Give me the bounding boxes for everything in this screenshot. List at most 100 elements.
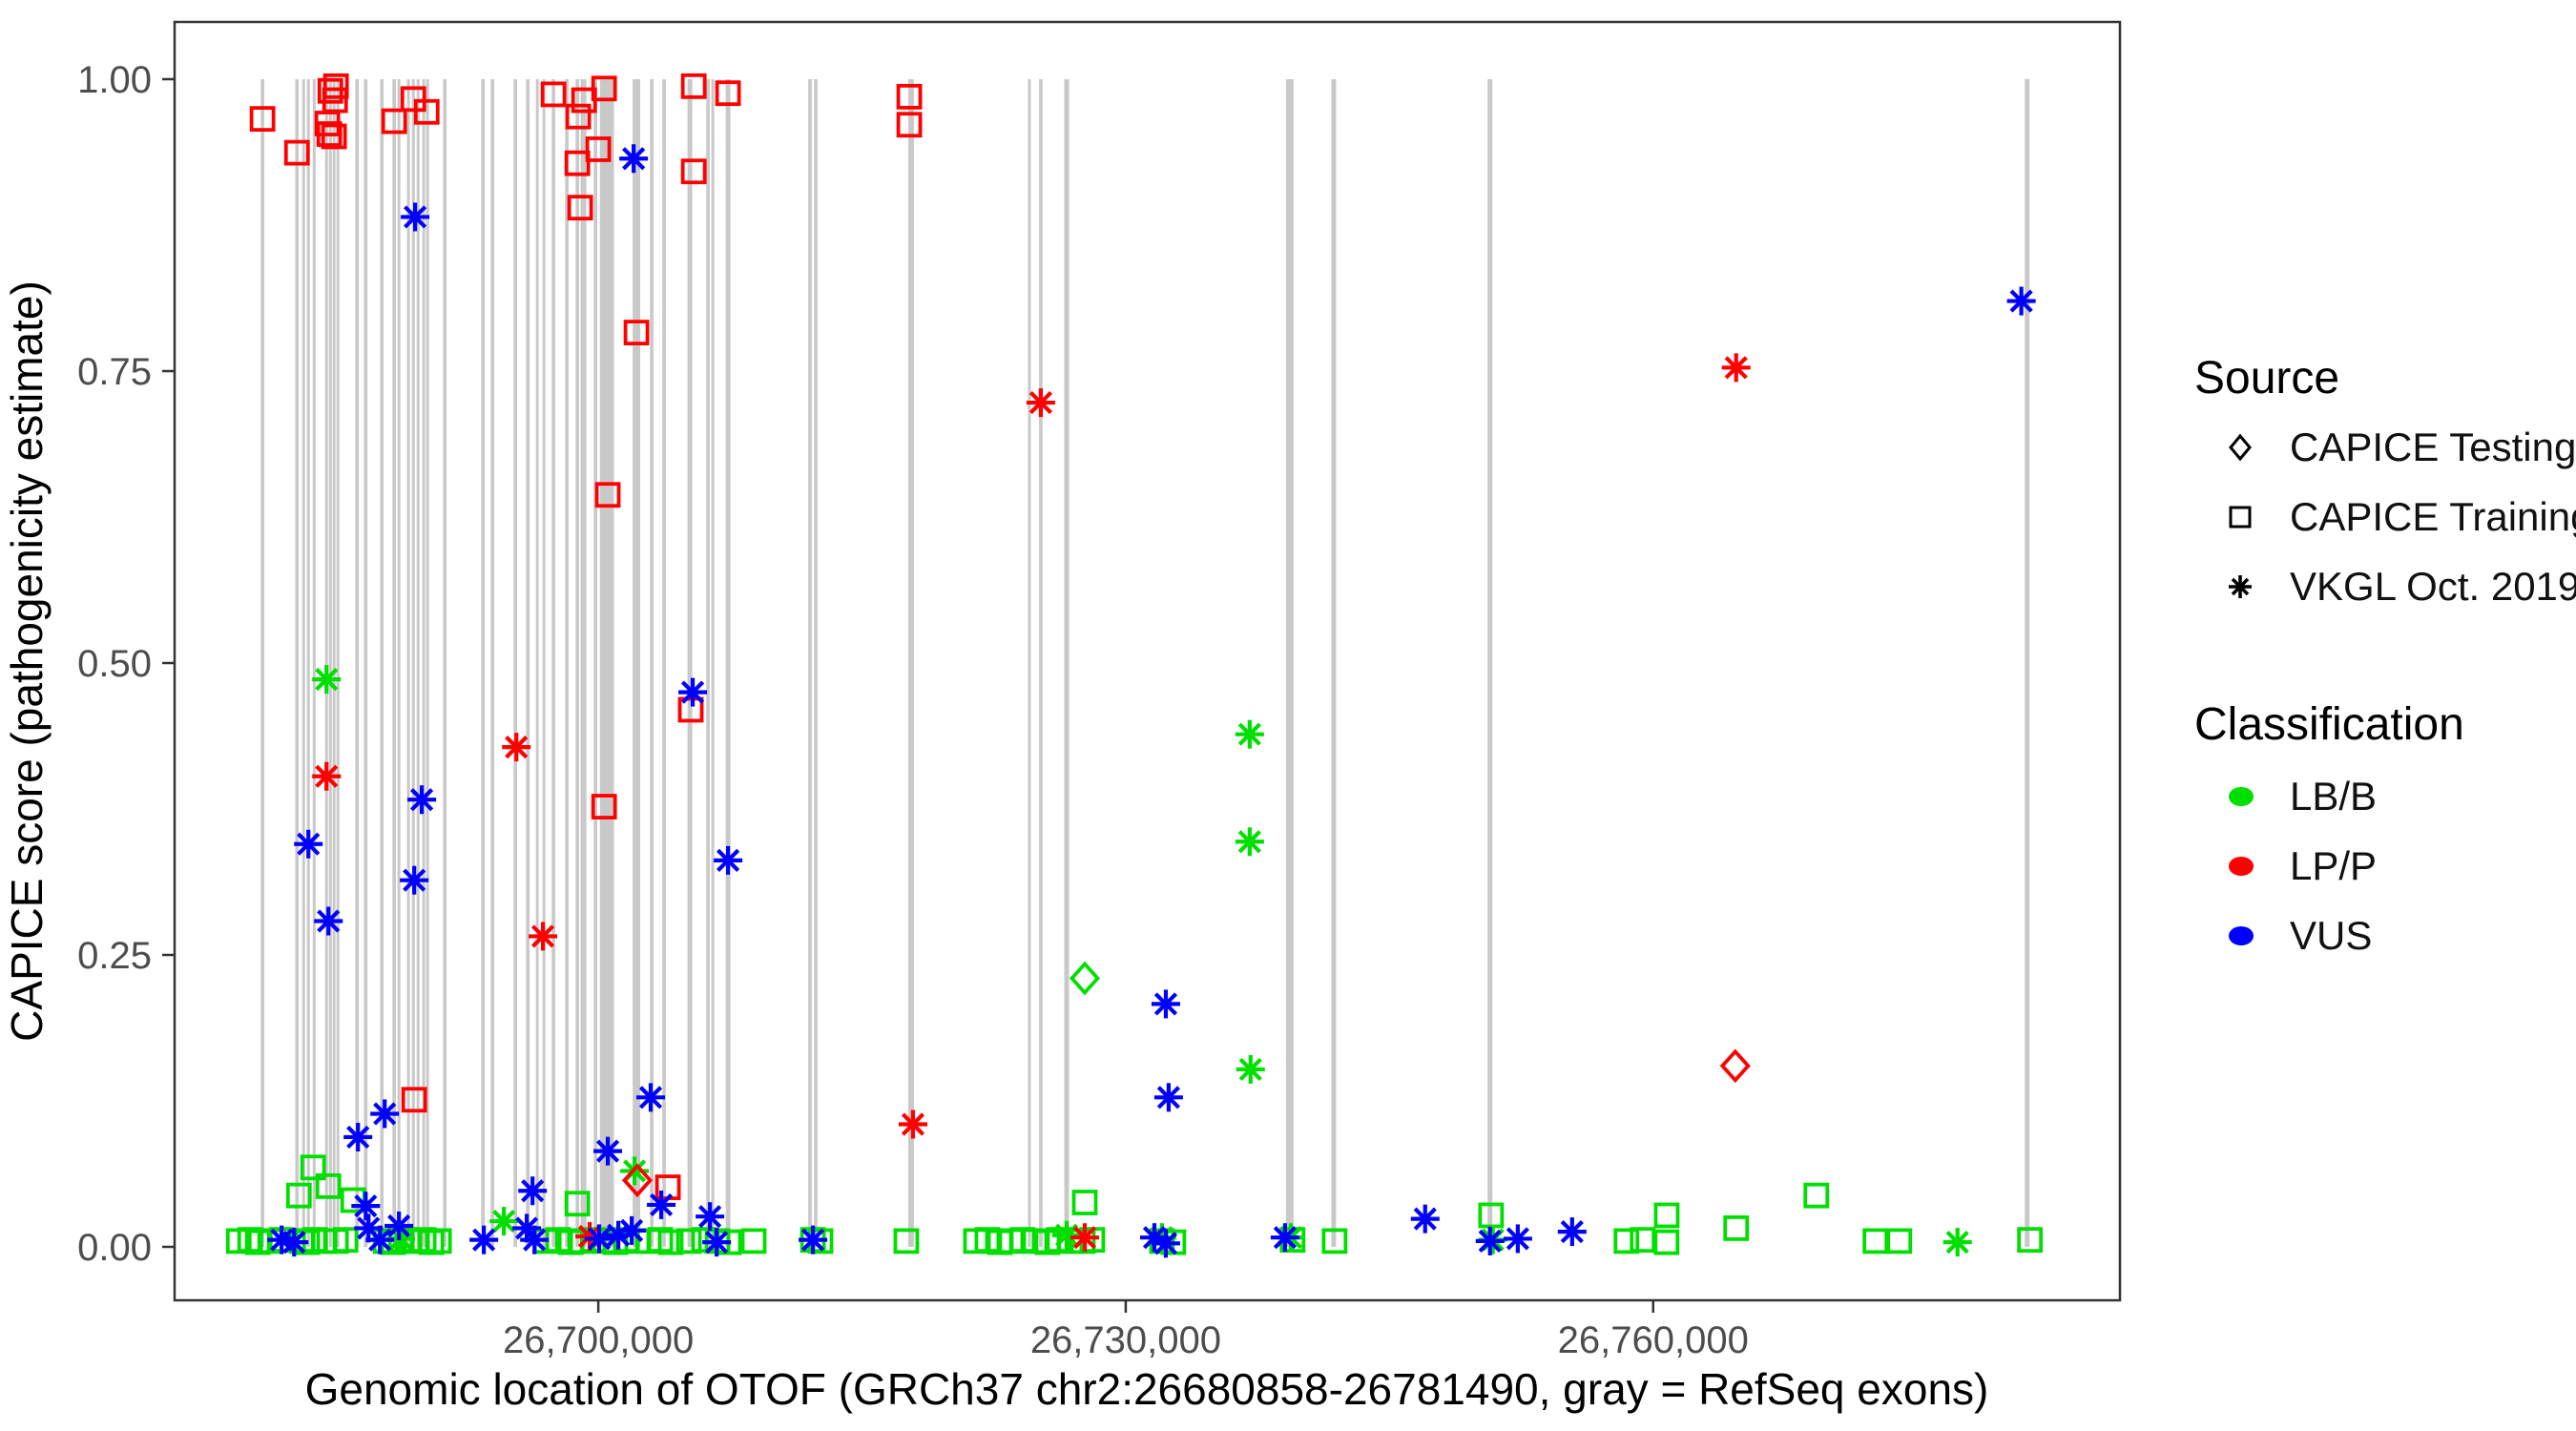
data-point — [322, 73, 349, 99]
data-point — [594, 482, 621, 508]
data-point — [702, 1228, 732, 1257]
y-axis-title: CAPICE score (pathogenicity estimate) — [2, 280, 52, 1042]
data-point — [740, 1228, 767, 1255]
data-point — [237, 1227, 263, 1254]
series-capice-training-lp-p — [249, 73, 923, 1200]
legend-item-vkgl: VKGL Oct. 2019 — [2229, 564, 2576, 609]
data-point — [1653, 1202, 1680, 1229]
data-point — [400, 865, 429, 895]
legend-label: CAPICE Testing — [2290, 425, 2576, 469]
data-point — [567, 195, 593, 221]
data-point — [799, 1225, 828, 1255]
dot-icon-blue — [2229, 926, 2254, 945]
square-icon — [2229, 506, 2252, 529]
data-point — [647, 1190, 676, 1219]
series-capice-testing-lb-b — [1069, 961, 1101, 996]
data-point — [314, 906, 343, 936]
data-point — [1503, 1224, 1532, 1254]
panel-border — [173, 20, 2122, 1302]
data-point — [565, 103, 592, 130]
data-point — [1071, 1190, 1098, 1215]
series-vkgl-oct-2019-lp-p — [312, 353, 1751, 1253]
data-point — [315, 1172, 342, 1199]
data-point — [285, 1182, 312, 1209]
data-point — [1410, 1204, 1440, 1234]
data-point — [1862, 1228, 1889, 1255]
data-point — [321, 123, 347, 150]
data-point — [518, 1176, 548, 1206]
data-point — [312, 665, 342, 695]
data-point — [675, 1228, 702, 1255]
data-point — [680, 158, 707, 185]
legend-item-capice-training: CAPICE Training — [2229, 494, 2576, 539]
data-point — [1321, 1228, 1348, 1255]
data-point — [370, 1099, 400, 1129]
data-point — [591, 794, 617, 819]
data-point — [1069, 961, 1101, 996]
data-point — [564, 1191, 591, 1217]
legend-item-capice-testing: CAPICE Testing — [2229, 425, 2576, 469]
data-point — [381, 108, 407, 135]
data-point — [365, 1225, 395, 1255]
data-point — [1235, 719, 1264, 749]
data-point — [401, 202, 430, 232]
data-point — [2017, 1227, 2044, 1254]
plot-panel-border — [173, 20, 2122, 1302]
series-capice-testing-lp-p — [621, 1048, 1751, 1198]
data-point — [696, 1202, 725, 1232]
data-point — [529, 922, 558, 951]
y-tick-label: 0.00 — [77, 1227, 152, 1269]
axis-ticks: 26,700,000 26,730,000 26,760,000 0.00 0.25 0.… — [77, 59, 1749, 1361]
series-capice-training-lb-b — [225, 1154, 2044, 1255]
series-vkgl-oct-2019-lb-b — [312, 665, 1972, 1257]
data-point — [407, 785, 437, 815]
data-point — [520, 1225, 550, 1255]
diamond-icon — [2229, 433, 2252, 462]
data-point — [636, 1083, 666, 1112]
refseq-exon-lines — [260, 79, 2030, 1247]
dot-icon-green — [2229, 787, 2254, 806]
legend-classification-title: Classification — [2194, 699, 2464, 750]
data-point — [489, 1207, 519, 1236]
data-points — [225, 73, 2044, 1258]
data-point — [1723, 1215, 1750, 1241]
dot-icon-red — [2229, 857, 2254, 876]
data-point — [1613, 1228, 1640, 1255]
x-tick-label: 26,700,000 — [503, 1319, 694, 1361]
data-point — [343, 1122, 373, 1151]
data-point — [401, 1087, 427, 1113]
data-point — [617, 1215, 647, 1245]
data-point — [283, 139, 310, 166]
data-point — [585, 136, 612, 162]
data-point — [715, 80, 741, 107]
y-tick-label: 1.00 — [77, 59, 152, 101]
data-point — [898, 1110, 927, 1139]
data-point — [2006, 286, 2036, 316]
data-point — [678, 677, 708, 707]
data-point — [280, 1228, 309, 1257]
data-point — [657, 1229, 684, 1255]
x-axis-title: Genomic location of OTOF (GRCh37 chr2:26… — [305, 1364, 1989, 1414]
data-point — [893, 1228, 920, 1255]
data-point — [1235, 827, 1264, 857]
legend-item-vus: VUS — [2229, 913, 2372, 958]
data-point — [1630, 1227, 1656, 1254]
y-tick-label: 0.75 — [77, 351, 152, 393]
legend-label: CAPICE Training — [2290, 494, 2576, 539]
data-point — [300, 1154, 326, 1181]
data-point — [593, 1136, 623, 1166]
x-tick-label: 26,730,000 — [1030, 1319, 1221, 1361]
asterisk-icon — [2229, 575, 2252, 598]
data-point — [1153, 1083, 1183, 1112]
series-vkgl-oct-2019-vus — [267, 144, 2036, 1258]
data-point — [1557, 1217, 1587, 1247]
data-point — [896, 83, 923, 110]
y-tick-label: 0.50 — [77, 643, 152, 685]
data-point — [413, 98, 440, 125]
data-point — [400, 86, 426, 113]
data-point — [591, 75, 617, 102]
data-point — [1236, 1054, 1265, 1084]
data-point — [1151, 1229, 1180, 1258]
data-point — [1475, 1226, 1505, 1255]
data-point — [621, 1163, 654, 1198]
